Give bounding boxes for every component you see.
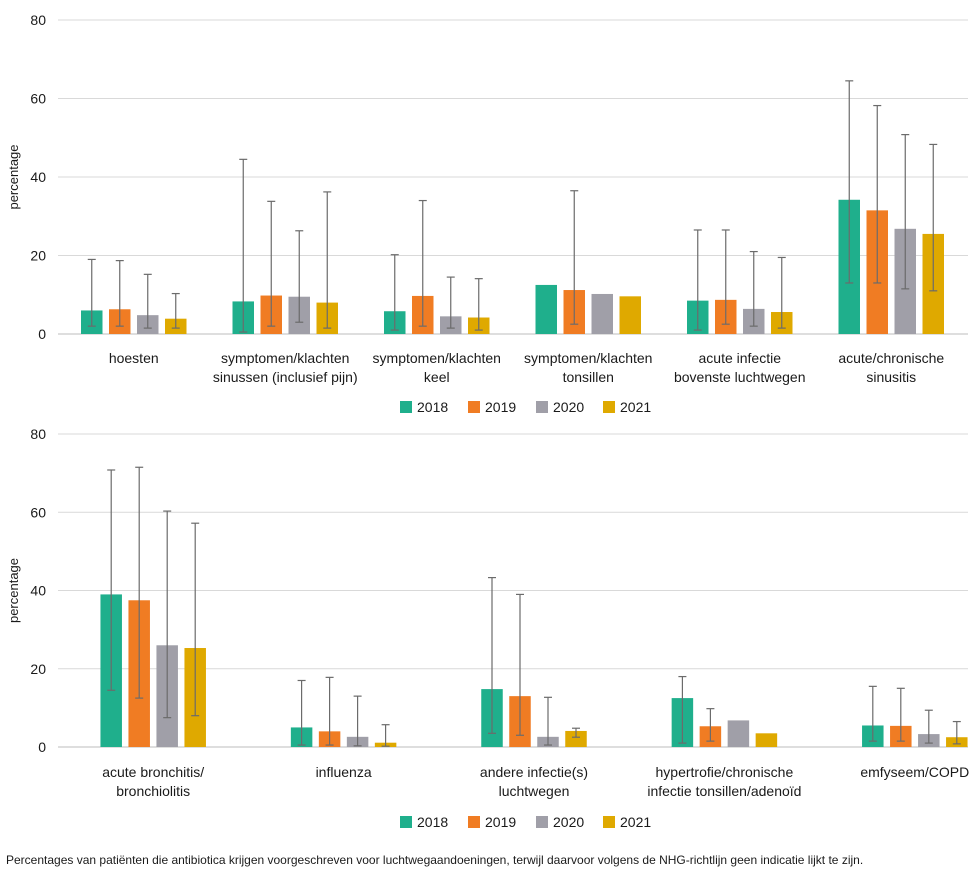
chart-panel-bottom: 0 20 40 60 80 percentage acute bronchitis/bron…: [6, 426, 969, 830]
category-label: hoesten: [109, 350, 159, 366]
y-axis-label: percentage: [6, 558, 21, 623]
y-tick-label: 60: [30, 504, 46, 520]
y-tick-label: 20: [30, 248, 46, 264]
legend-label: 2019: [485, 814, 516, 830]
y-tick-label: 40: [30, 583, 46, 599]
category-label: hypertrofie/chronische: [656, 764, 794, 780]
y-tick-label: 0: [38, 739, 46, 755]
category-label: bovenste luchtwegen: [674, 369, 806, 385]
y-tick-label: 60: [30, 91, 46, 107]
legend-label: 2018: [417, 399, 448, 415]
legend-label: 2020: [553, 814, 584, 830]
category-label: acute infectie: [699, 350, 782, 366]
category-label: symptomen/klachten: [373, 350, 501, 366]
legend-swatch: [536, 816, 548, 828]
bar-2020: [591, 293, 613, 334]
y-axis-label: percentage: [6, 144, 21, 209]
category-label: sinusitis: [866, 369, 916, 385]
y-tick-label: 80: [30, 426, 46, 442]
category-label: influenza: [316, 764, 372, 780]
category-label: keel: [424, 369, 450, 385]
legend-swatch: [603, 401, 615, 413]
legend-swatch: [400, 401, 412, 413]
category-label: emfyseem/COPD: [860, 764, 969, 780]
category-label: tonsillen: [563, 369, 614, 385]
category-label: infectie tonsillen/adenoïd: [647, 783, 801, 799]
category-label: luchtwegen: [499, 783, 570, 799]
legend-label: 2018: [417, 814, 448, 830]
category-label: acute bronchitis/: [102, 764, 204, 780]
legend-label: 2021: [620, 399, 651, 415]
figure-caption: Percentages van patiënten die antibiotic…: [6, 853, 864, 867]
category-label: symptomen/klachten: [524, 350, 652, 366]
category-label: andere infectie(s): [480, 764, 588, 780]
y-tick-label: 40: [30, 169, 46, 185]
category-label: sinussen (inclusief pijn): [213, 369, 358, 385]
legend-swatch: [536, 401, 548, 413]
y-tick-label: 20: [30, 661, 46, 677]
category-label: symptomen/klachten: [221, 350, 349, 366]
legend-label: 2019: [485, 399, 516, 415]
legend-swatch: [468, 816, 480, 828]
bar-2021: [755, 733, 778, 747]
legend-label: 2021: [620, 814, 651, 830]
category-label: acute/chronische: [838, 350, 944, 366]
bar-2020: [727, 720, 750, 747]
bar-2021: [619, 296, 641, 334]
bar-2021: [565, 730, 587, 747]
legend-swatch: [400, 816, 412, 828]
chart-panel-top: 0 20 40 60 80 percentage hoesten symptomen/klac…: [6, 12, 968, 415]
bar-2018: [535, 284, 557, 334]
legend-label: 2020: [553, 399, 584, 415]
legend-swatch: [603, 816, 615, 828]
category-label: bronchiolitis: [116, 783, 190, 799]
y-tick-label: 80: [30, 12, 46, 28]
y-tick-label: 0: [38, 326, 46, 342]
legend-swatch: [468, 401, 480, 413]
